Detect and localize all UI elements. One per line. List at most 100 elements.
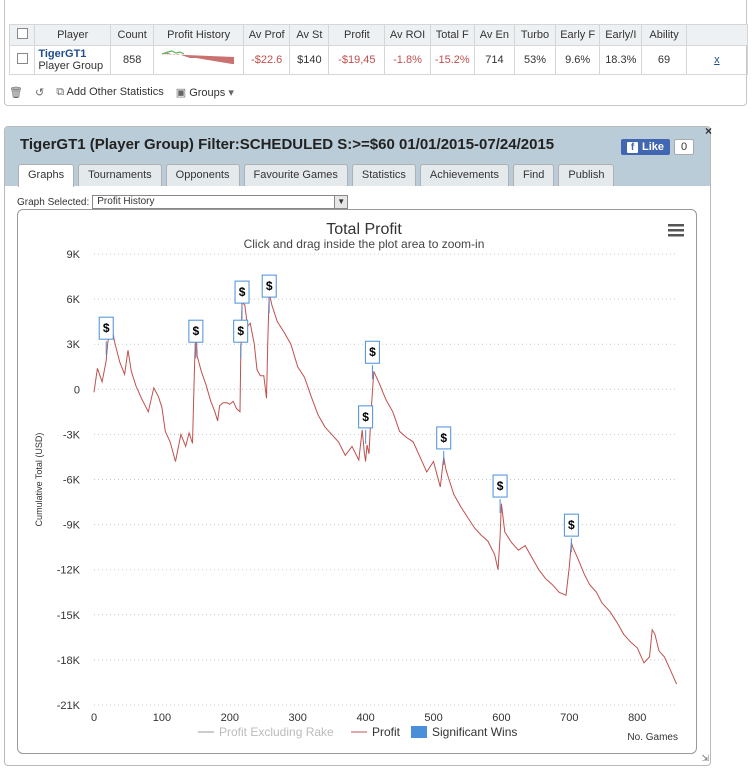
- facebook-like-count: 0: [674, 139, 695, 155]
- caret-down-icon: ▾: [228, 86, 234, 99]
- add-other-statistics-button[interactable]: ⧉ Add Other Statistics: [56, 86, 164, 99]
- y-tick-label: 6K: [67, 294, 81, 306]
- stats-toolbar: 🗑 ↺ ⧉ Add Other Statistics ▣ Groups ▾: [9, 82, 234, 102]
- select-all-checkbox[interactable]: [16, 28, 28, 39]
- x-tick-label: 0: [91, 712, 97, 724]
- y-tick-label: -12K: [57, 565, 81, 577]
- col-profit[interactable]: Profit: [328, 24, 386, 46]
- x-axis-label: No. Games: [627, 732, 678, 743]
- sparkline-loss-area: [161, 52, 234, 64]
- significant-win-flag: [233, 319, 249, 343]
- legend-sig-wins-label: Significant Wins: [432, 725, 517, 739]
- col-player[interactable]: Player: [34, 24, 112, 46]
- player-name-link[interactable]: TigerGT1: [38, 48, 87, 60]
- col-total-roi[interactable]: Total F: [429, 24, 475, 46]
- profit-series-line: [93, 292, 678, 685]
- col-ability[interactable]: Ability: [641, 24, 687, 46]
- col-av-profit[interactable]: Av Prof: [242, 24, 291, 46]
- tab-achievements[interactable]: Achievements: [419, 164, 509, 186]
- y-tick-label: 3K: [67, 339, 81, 351]
- player-stats-panel: Player Count Profit History Av Prof Av S…: [4, 0, 749, 106]
- y-tick-label: -9K: [63, 520, 81, 532]
- y-tick-label: -18K: [57, 655, 81, 667]
- significant-win-label: $: [497, 479, 504, 493]
- col-av-roi[interactable]: Av ROI: [384, 24, 431, 46]
- tab-statistics[interactable]: Statistics: [351, 164, 416, 186]
- count-cell: 858: [110, 45, 155, 75]
- col-av-entrants[interactable]: Av En: [473, 24, 515, 46]
- profit-history-sparkline: [161, 49, 234, 64]
- significant-win-flag: [364, 340, 380, 364]
- x-tick-label: 400: [356, 712, 374, 724]
- groups-label: Groups: [189, 86, 226, 99]
- graph-select[interactable]: Profit History ▼: [92, 195, 349, 209]
- x-tick-label: 600: [492, 712, 510, 724]
- resize-handle-icon[interactable]: ⇲: [701, 753, 709, 763]
- chart-subtitle: Click and drag inside the plot area to z…: [244, 237, 485, 251]
- significant-win-flag: [492, 474, 508, 498]
- panel-tabs: Graphs Tournaments Opponents Favourite G…: [18, 164, 615, 187]
- profit-cell: -$19,45: [328, 45, 386, 75]
- legend-sig-wins-swatch: [411, 726, 427, 738]
- col-count[interactable]: Count: [110, 24, 155, 46]
- significant-win-flag: [234, 280, 250, 304]
- av-stake-cell: $140: [289, 45, 330, 75]
- refresh-icon[interactable]: ↺: [34, 86, 45, 99]
- col-turbo[interactable]: Turbo: [513, 24, 557, 46]
- stats-header-row: Player Count Profit History Av Prof Av S…: [8, 24, 749, 46]
- significant-win-label: $: [193, 324, 200, 338]
- significant-win-flag: [98, 316, 114, 340]
- player-cell[interactable]: TigerGT1 Player Group: [34, 45, 112, 75]
- tab-graphs[interactable]: Graphs: [18, 164, 75, 187]
- sparkline-gain-line: [161, 49, 184, 55]
- trash-icon[interactable]: 🗑: [9, 86, 23, 99]
- col-early-i[interactable]: Early/I: [599, 24, 643, 46]
- total-roi-cell: -15.2%: [429, 45, 475, 75]
- significant-win-label: $: [362, 410, 369, 424]
- tab-tournaments[interactable]: Tournaments: [78, 164, 162, 186]
- av-profit-cell: -$22.6: [242, 45, 291, 75]
- x-tick-label: 700: [560, 712, 578, 724]
- turbo-cell: 53%: [513, 45, 557, 75]
- y-tick-label: 0: [74, 384, 80, 396]
- significant-win-flag: [358, 405, 374, 429]
- col-early-f[interactable]: Early F: [555, 24, 601, 46]
- x-tick-label: 500: [424, 712, 442, 724]
- graph-selector: Graph Selected: Profit History ▼: [17, 195, 349, 209]
- x-tick-label: 100: [153, 712, 171, 724]
- significant-win-label: $: [440, 431, 447, 445]
- graph-selected-label: Graph Selected:: [17, 196, 90, 208]
- ability-cell: 69: [641, 45, 687, 75]
- y-tick-label: -15K: [57, 610, 81, 622]
- col-av-stake[interactable]: Av St: [289, 24, 330, 46]
- col-profit-history[interactable]: Profit History: [153, 24, 244, 46]
- groups-dropdown[interactable]: ▣ Groups ▾: [176, 86, 234, 99]
- significant-win-label: $: [266, 279, 273, 293]
- facebook-like-label: Like: [642, 141, 665, 153]
- y-tick-label: -3K: [63, 429, 81, 441]
- select-all-cell[interactable]: [8, 24, 36, 46]
- row-checkbox[interactable]: [16, 53, 28, 64]
- significant-win-flag: [563, 513, 579, 537]
- panel-title: TigerGT1 (Player Group) Filter:SCHEDULED…: [20, 136, 555, 153]
- early-i-cell: 18.3%: [599, 45, 643, 75]
- facebook-like-button[interactable]: f Like: [621, 139, 671, 155]
- tab-favourite-games[interactable]: Favourite Games: [243, 164, 348, 186]
- close-panel-icon[interactable]: ×: [704, 124, 712, 138]
- row-select-cell[interactable]: [8, 45, 36, 75]
- facebook-icon: f: [627, 141, 638, 153]
- tab-opponents[interactable]: Opponents: [165, 164, 240, 186]
- remove-row-link[interactable]: x: [714, 54, 720, 66]
- x-tick-label: 200: [221, 712, 239, 724]
- chart-menu-icon[interactable]: [668, 224, 684, 237]
- remove-row-cell[interactable]: x: [685, 45, 749, 75]
- save-icon: ▣: [175, 86, 187, 99]
- significant-win-label: $: [237, 324, 244, 338]
- add-window-icon: ⧉: [56, 85, 65, 98]
- tab-find[interactable]: Find: [512, 164, 555, 186]
- stats-table: Player Count Profit History Av Prof Av S…: [8, 24, 749, 75]
- dropdown-arrow-icon[interactable]: ▼: [334, 196, 348, 208]
- tab-publish[interactable]: Publish: [558, 164, 615, 186]
- profit-history-sparkline-cell: [153, 45, 244, 75]
